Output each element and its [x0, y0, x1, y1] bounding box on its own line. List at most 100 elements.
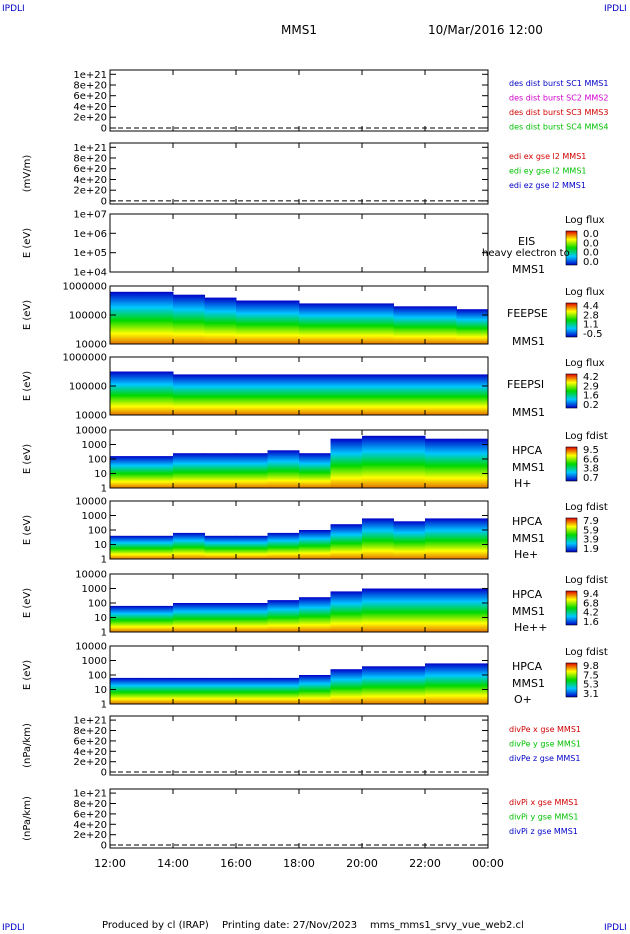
p2-frame [109, 142, 489, 205]
corner-label-top-right: IPDLI [604, 4, 627, 14]
p8-spectrum-column [110, 605, 142, 632]
p11-ytick-label: 1e+21 [73, 789, 107, 800]
p4-ytick-label: 1000000 [62, 282, 107, 293]
p10-ylabel: (nPa/km) [22, 723, 33, 768]
p8-ytick-label: 1 [101, 628, 107, 639]
p9-ytick-label: 1 [101, 700, 107, 711]
x-axis-tick-label: 12:00 [94, 857, 126, 870]
p5-spectrum-column [456, 374, 489, 415]
p10-ytick-label: 8e+20 [73, 726, 107, 737]
p8-spectrum-column [173, 603, 205, 632]
p6-colorbar [565, 446, 578, 482]
p7-spectrum-column [330, 524, 363, 559]
p1-ytick-label: 8e+20 [73, 81, 107, 92]
p5-spectrum-column [393, 374, 426, 415]
p7-colorbar-title: Log fdist [565, 502, 608, 513]
p7-spacecraft-label: MMS1 [512, 532, 545, 545]
p8-spectrum-column [204, 603, 237, 632]
p4-spectrum-column [362, 303, 394, 344]
p9-colorbar-tick: 7.5 [583, 670, 599, 681]
p6-spectrum-column [393, 435, 426, 488]
p5-spacecraft-label: MMS1 [512, 406, 545, 419]
p5-spectrum-column [330, 374, 363, 415]
p7-species-label: He+ [514, 548, 538, 561]
p3-ytick-label: 1e+05 [73, 248, 107, 259]
p4-colorbar-tick: -0.5 [583, 329, 603, 340]
p4-spectrum-column [110, 291, 142, 344]
p3-spacecraft-label: MMS1 [512, 263, 545, 276]
p7-colorbar [565, 517, 578, 553]
p2-legend-entry: edi ey gse l2 MMS1 [509, 167, 587, 176]
p6-spectrum-column [204, 453, 237, 488]
p8-colorbar-tick: 9.4 [583, 589, 599, 600]
p6-spectrum-column [141, 456, 174, 488]
p4-spectrum-column [204, 297, 237, 344]
p11-frame [109, 788, 489, 849]
p1-legend-entry: des dist burst SC4 MMS4 [509, 123, 608, 132]
p6-colorbar-tick: 3.8 [583, 464, 599, 475]
p9-instrument-label: HPCA [512, 660, 543, 673]
p2-ytick-label: 4e+20 [73, 175, 107, 186]
p8-spectrum-column [299, 597, 331, 632]
p7-ytick-label: 10000 [75, 497, 107, 508]
p1-ytick-label: 4e+20 [73, 102, 107, 113]
p5-colorbar-tick: 2.9 [583, 381, 599, 392]
p10-frame [109, 715, 489, 776]
p5-colorbar-tick: 1.6 [583, 391, 599, 402]
p7-spectrum-column [456, 518, 489, 559]
p9-colorbar-tick: 3.1 [583, 689, 599, 700]
p5-spectrum-column [299, 374, 331, 415]
p6-spectrum-column [362, 435, 394, 488]
p9-spacecraft-label: MMS1 [512, 677, 545, 690]
p8-ytick-label: 10 [94, 613, 107, 624]
p3-colorbar-tick: 0.0 [583, 248, 599, 259]
footer-file-name: mms_mms1_srvy_vue_web2.cl [370, 920, 524, 931]
p5-spectrum-column [173, 374, 205, 415]
p4-spectrum-column [267, 300, 300, 344]
p7-spectrum-column [362, 518, 394, 559]
p8-spectrum-column [141, 605, 174, 632]
p4-spectrum-column [393, 306, 426, 344]
p8-spectrum-column [330, 591, 363, 632]
p10-legend-entry: divPe y gse MMS1 [509, 740, 581, 749]
p6-ytick-label: 10 [94, 469, 107, 480]
footer-printing-date: Printing date: 27/Nov/2023 [222, 920, 358, 931]
p3-overlay-text: heavy electron to [482, 248, 570, 259]
p3-ylabel: E (eV) [22, 228, 33, 258]
p5-spectrum-column [267, 374, 300, 415]
p7-colorbar-tick: 7.9 [583, 516, 599, 527]
p6-ylabel: E (eV) [22, 444, 33, 474]
p10-ytick-label: 4e+20 [73, 747, 107, 758]
p2-legend-entry: edi ex gse l2 MMS1 [509, 152, 586, 161]
p2-ytick-label: 6e+20 [73, 164, 107, 175]
p7-spectrum-column [299, 530, 331, 559]
p7-ytick-label: 10 [94, 540, 107, 551]
p4-spectrum-column [425, 306, 457, 344]
p9-spectrum-column [425, 663, 457, 704]
p8-spectrum-column [425, 588, 457, 632]
p6-instrument-label: HPCA [512, 444, 543, 457]
p6-spectrum-column [110, 456, 142, 488]
p7-spectrum-column [393, 521, 426, 559]
p6-colorbar-tick: 0.7 [583, 473, 599, 484]
p4-spectrum-column [330, 303, 363, 344]
p6-colorbar-tick: 9.5 [583, 445, 599, 456]
p10-ytick-label: 6e+20 [73, 736, 107, 747]
p4-spectrum-column [456, 309, 489, 344]
p7-ytick-label: 1000 [82, 511, 107, 522]
p5-spectrum-column [204, 374, 237, 415]
p3-colorbar-title: Log flux [565, 215, 605, 226]
plot-datetime: 10/Mar/2016 12:00 [428, 23, 543, 37]
p4-spectrum-column [299, 303, 331, 344]
p5-ytick-label: 100000 [69, 382, 107, 393]
p9-spectrum-column [456, 663, 489, 704]
p7-colorbar-tick: 1.9 [583, 544, 599, 555]
p8-colorbar-tick: 6.8 [583, 598, 599, 609]
p10-ytick-label: 1e+21 [73, 716, 107, 727]
p9-ylabel: E (eV) [22, 660, 33, 690]
p8-colorbar-tick: 1.6 [583, 617, 599, 628]
p4-ytick-label: 100000 [69, 311, 107, 322]
p8-ytick-label: 10000 [75, 570, 107, 581]
p11-legend-entry: divPi x gse MMS1 [509, 798, 578, 807]
p5-spectrum-column [110, 371, 142, 415]
